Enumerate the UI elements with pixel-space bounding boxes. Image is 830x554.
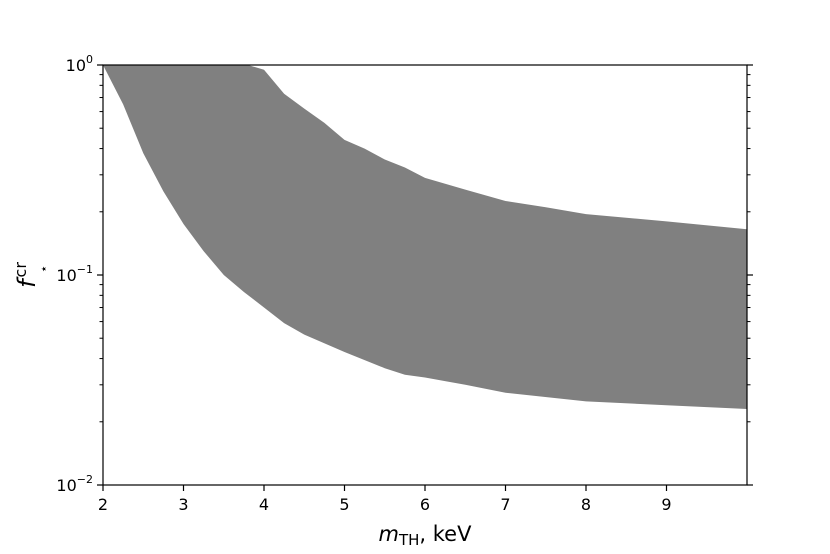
x-axis-label: mTH, keV	[379, 522, 473, 549]
x-tick-label: 2	[98, 495, 108, 514]
x-tick-label: 6	[420, 495, 430, 514]
x-tick-label: 3	[178, 495, 188, 514]
shaded-band	[103, 65, 747, 409]
x-tick-label: 8	[581, 495, 591, 514]
y-axis-label-sup: cr	[11, 262, 30, 278]
x-axis-label-main: m	[379, 522, 399, 546]
x-tick-label: 5	[339, 495, 349, 514]
y-axis-label-sub: ⋆	[37, 265, 52, 273]
y-tick-label: 100	[66, 53, 93, 75]
x-axis-label-sub: TH	[398, 531, 419, 549]
y-axis-ticks: 100 10−1 10−2	[56, 53, 753, 495]
band-layer	[103, 65, 747, 409]
x-tick-label: 7	[500, 495, 510, 514]
y-tick-label: 10−2	[56, 473, 93, 495]
x-axis-ticks: 2 3 4 5 6 7 8 9	[98, 485, 672, 514]
y-tick-label: 10−1	[56, 263, 93, 285]
x-tick-label: 9	[661, 495, 671, 514]
x-tick-label: 4	[259, 495, 269, 514]
x-axis-label-suffix: , keV	[419, 522, 472, 546]
